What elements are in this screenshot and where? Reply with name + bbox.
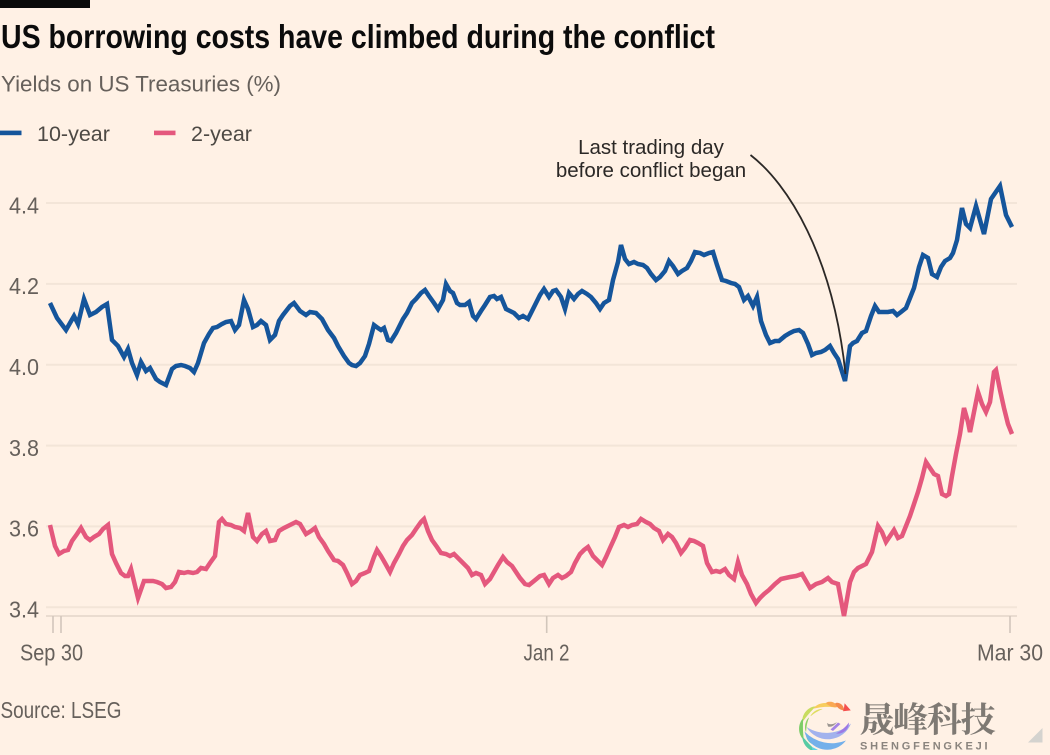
svg-text:Source: LSEG: Source: LSEG	[1, 697, 122, 723]
svg-text:Jan 2: Jan 2	[524, 639, 570, 665]
svg-text:3.6: 3.6	[9, 516, 39, 542]
svg-text:before conflict began: before conflict began	[556, 159, 746, 182]
svg-text:Sep 30: Sep 30	[20, 639, 83, 665]
svg-text:Yields on US Treasuries (%): Yields on US Treasuries (%)	[1, 72, 281, 97]
svg-text:US borrowing costs have climbe: US borrowing costs have climbed during t…	[1, 19, 715, 56]
svg-text:4.4: 4.4	[9, 192, 39, 218]
svg-text:4.0: 4.0	[9, 354, 39, 380]
svg-text:2-year: 2-year	[191, 122, 252, 146]
svg-text:10-year: 10-year	[37, 122, 110, 146]
svg-text:Last trading day: Last trading day	[578, 136, 725, 159]
svg-text:4.2: 4.2	[9, 273, 39, 299]
svg-text:3.4: 3.4	[9, 597, 39, 623]
svg-text:SHENGFENGKEJI: SHENGFENGKEJI	[860, 740, 991, 750]
svg-text:3.8: 3.8	[9, 435, 39, 461]
svg-text:Mar 30: Mar 30	[977, 639, 1043, 665]
